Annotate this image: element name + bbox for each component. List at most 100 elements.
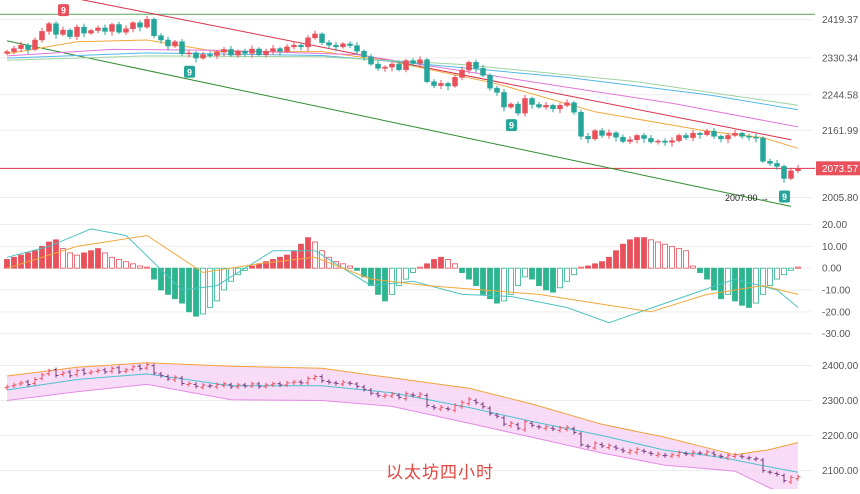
macd-histogram-bar <box>466 267 472 280</box>
ohlc-bar <box>249 381 255 389</box>
candle <box>403 58 409 73</box>
macd-histogram-bar <box>543 267 549 291</box>
candle <box>193 51 199 63</box>
candle <box>613 131 619 142</box>
ohlc-bar <box>788 475 794 485</box>
candle <box>431 79 437 89</box>
candle-body <box>445 83 451 87</box>
candle <box>648 135 654 144</box>
macd-histogram-bar <box>767 267 773 287</box>
y-axis-tick-label: 2200.00 <box>822 431 859 442</box>
macd-histogram-bar <box>284 254 290 269</box>
ohlc-bar <box>270 381 276 388</box>
candle-body <box>515 103 521 114</box>
macd-histogram-bar <box>585 265 591 269</box>
y-axis-tick-label: 2244.58 <box>822 90 859 101</box>
ohlc-bar <box>67 369 73 378</box>
ohlc-bar <box>214 382 220 389</box>
candle-body <box>200 54 206 59</box>
candle-body <box>725 135 731 140</box>
macd-histogram-bar <box>200 267 206 315</box>
candle-body <box>340 43 346 48</box>
candle <box>445 81 451 91</box>
ohlc-bar <box>410 392 416 398</box>
candle-body <box>277 48 283 52</box>
macd-histogram-bar <box>613 250 619 269</box>
y-axis-tick-label: -20.00 <box>822 307 851 318</box>
macd-histogram-bar <box>221 267 227 291</box>
candle <box>438 79 444 90</box>
ohlc-bar <box>683 451 689 457</box>
candle-body <box>760 137 766 162</box>
candle-body <box>305 37 311 48</box>
candle <box>375 60 381 71</box>
candle <box>417 56 423 68</box>
candle-body <box>312 33 318 39</box>
candle <box>711 127 717 139</box>
candle <box>319 32 325 46</box>
ohlc-bar <box>207 383 213 389</box>
candle-body <box>655 140 661 143</box>
ohlc-bar <box>592 441 598 451</box>
ohlc-bar <box>781 473 787 483</box>
candle-body <box>4 51 10 54</box>
td-badge-label: 9 <box>782 192 787 202</box>
candle <box>151 17 157 39</box>
ohlc-bar <box>256 381 262 389</box>
ohlc-bar <box>389 391 395 399</box>
ohlc-bar <box>662 453 668 458</box>
macd-histogram-bar <box>501 267 507 302</box>
candle <box>515 101 521 116</box>
ohlc-bar <box>501 415 507 427</box>
ohlc-bar <box>95 368 101 374</box>
candle-body <box>172 41 178 47</box>
ohlc-bar <box>263 382 269 389</box>
ohlc-bar <box>18 380 24 387</box>
ohlc-bar <box>81 368 87 376</box>
macd-histogram-bar <box>634 237 640 269</box>
td-sequential-badge: 9 <box>58 4 69 17</box>
candle-body <box>221 49 227 53</box>
candle-body <box>718 136 724 140</box>
macd-histogram-bar <box>396 267 402 287</box>
candle <box>725 132 731 144</box>
candle <box>305 35 311 52</box>
macd-histogram-bar <box>529 267 535 280</box>
candle <box>473 59 479 73</box>
ohlc-bar <box>4 384 10 390</box>
ohlc-bar <box>634 447 640 455</box>
macd-histogram-bar <box>753 267 759 304</box>
ohlc-bar <box>46 368 52 376</box>
ohlc-bar <box>522 419 528 432</box>
candle <box>4 49 10 56</box>
last-price-tag-bg <box>816 161 860 176</box>
ohlc-bar <box>165 374 171 381</box>
candle <box>480 64 486 77</box>
macd-histogram-bar <box>186 267 192 313</box>
macd-histogram-bar <box>67 252 73 269</box>
candle-body <box>746 136 752 138</box>
candle <box>641 132 647 143</box>
ohlc-bar <box>641 448 647 454</box>
ohlc-bar <box>655 451 661 458</box>
candle <box>564 99 570 108</box>
last-price-tag: 2073.57 <box>816 161 860 176</box>
candle-body <box>242 50 248 54</box>
candle <box>284 44 290 53</box>
ohlc-bar <box>620 447 626 453</box>
ohlc-bar <box>74 368 80 377</box>
ohlc-bar <box>151 363 157 376</box>
ohlc-bar <box>305 376 311 385</box>
candle <box>53 21 59 39</box>
candle-body <box>641 135 647 139</box>
macd-histogram-bar <box>102 252 108 269</box>
candle <box>774 159 780 170</box>
macd-histogram-bar <box>494 267 500 304</box>
ohlc-bar <box>557 425 563 433</box>
ohlc-bar <box>732 452 738 459</box>
candle <box>291 41 297 50</box>
candle-body <box>592 130 598 140</box>
candle-body <box>739 133 745 137</box>
ohlc-bar <box>88 369 94 375</box>
candle-body <box>410 60 416 64</box>
